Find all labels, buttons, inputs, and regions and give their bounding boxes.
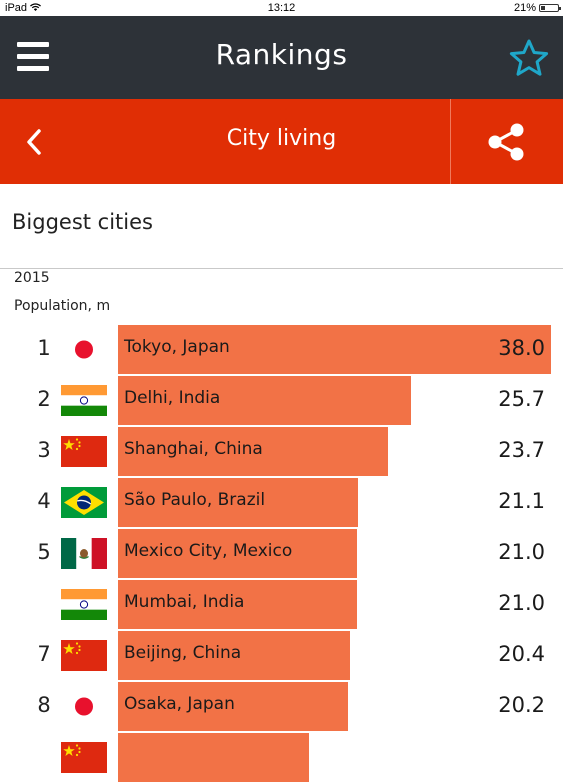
population-bar	[118, 580, 357, 629]
flag-japan-icon	[61, 691, 107, 722]
status-bar: iPad 13:12 21%	[0, 0, 563, 16]
city-name: São Paulo, Brazil	[124, 490, 266, 510]
population-bar	[118, 733, 309, 782]
ranking-row[interactable]: 3 Shanghai, China 23.7	[0, 427, 563, 476]
flag-brazil-icon	[61, 487, 107, 518]
city-name: Tokyo, Japan	[124, 337, 230, 357]
flag-japan-icon	[61, 334, 107, 365]
hamburger-menu-icon[interactable]	[17, 42, 49, 72]
rank-number: 1	[37, 336, 51, 360]
status-device: iPad	[5, 2, 42, 14]
ranking-row[interactable]: 7 Beijing, China 20.4	[0, 631, 563, 680]
ranking-year: 2015	[14, 270, 50, 286]
battery-icon	[539, 4, 561, 12]
star-outline-icon[interactable]	[508, 38, 550, 78]
device-name: iPad	[5, 2, 28, 14]
rank-number: 3	[37, 438, 51, 462]
rank-number: 4	[37, 489, 51, 513]
population-value: 23.7	[498, 438, 545, 462]
ranking-unit: Population, m	[14, 298, 111, 314]
city-name: Osaka, Japan	[124, 694, 235, 714]
population-value: 25.7	[498, 387, 545, 411]
rank-number: 8	[37, 693, 51, 717]
rank-number: 5	[37, 540, 51, 564]
chevron-left-icon[interactable]	[20, 125, 50, 159]
city-name: Mexico City, Mexico	[124, 541, 293, 561]
flag-mexico-icon	[61, 538, 107, 569]
city-name: Mumbai, India	[124, 592, 245, 612]
ranking-row[interactable]: 2 Delhi, India 25.7	[0, 376, 563, 425]
population-value: 21.1	[498, 489, 545, 513]
wifi-icon	[30, 3, 42, 11]
city-name: Beijing, China	[124, 643, 242, 663]
ranking-row[interactable]: 4 São Paulo, Brazil 21.1	[0, 478, 563, 527]
ranking-row[interactable]	[0, 733, 563, 782]
share-icon[interactable]	[486, 123, 528, 161]
population-bar	[118, 682, 348, 731]
population-bar	[118, 478, 358, 527]
population-bar	[118, 529, 357, 578]
flag-china-icon	[61, 742, 107, 773]
header-divider	[450, 99, 451, 184]
population-bar	[118, 325, 551, 374]
population-value: 20.2	[498, 693, 545, 717]
flag-china-icon	[61, 640, 107, 671]
ranking-title: Biggest cities	[12, 210, 153, 234]
rank-number: 7	[37, 642, 51, 666]
flag-china-icon	[61, 436, 107, 467]
status-time: 13:12	[267, 2, 296, 14]
population-value: 21.0	[498, 591, 545, 615]
page-title: Rankings	[215, 38, 348, 71]
ranking-row[interactable]: 1 Tokyo, Japan 38.0	[0, 325, 563, 374]
city-name: Shanghai, China	[124, 439, 263, 459]
population-value: 38.0	[498, 336, 545, 360]
app-header: Rankings	[0, 16, 563, 99]
flag-india-icon	[61, 589, 107, 620]
rank-number: 2	[37, 387, 51, 411]
ranking-row[interactable]: 8 Osaka, Japan 20.2	[0, 682, 563, 731]
flag-india-icon	[61, 385, 107, 416]
city-name: Delhi, India	[124, 388, 221, 408]
status-battery: 21%	[513, 2, 561, 14]
population-bar	[118, 427, 388, 476]
population-bar	[118, 376, 411, 425]
section-header: City living	[0, 99, 563, 184]
divider	[0, 268, 563, 269]
population-value: 20.4	[498, 642, 545, 666]
battery-percent: 21%	[513, 2, 536, 14]
ranking-row[interactable]: 5 Mexico City, Mexico 21.0	[0, 529, 563, 578]
population-value: 21.0	[498, 540, 545, 564]
section-title: City living	[226, 126, 337, 151]
population-bar	[118, 631, 350, 680]
ranking-row[interactable]: Mumbai, India 21.0	[0, 580, 563, 629]
